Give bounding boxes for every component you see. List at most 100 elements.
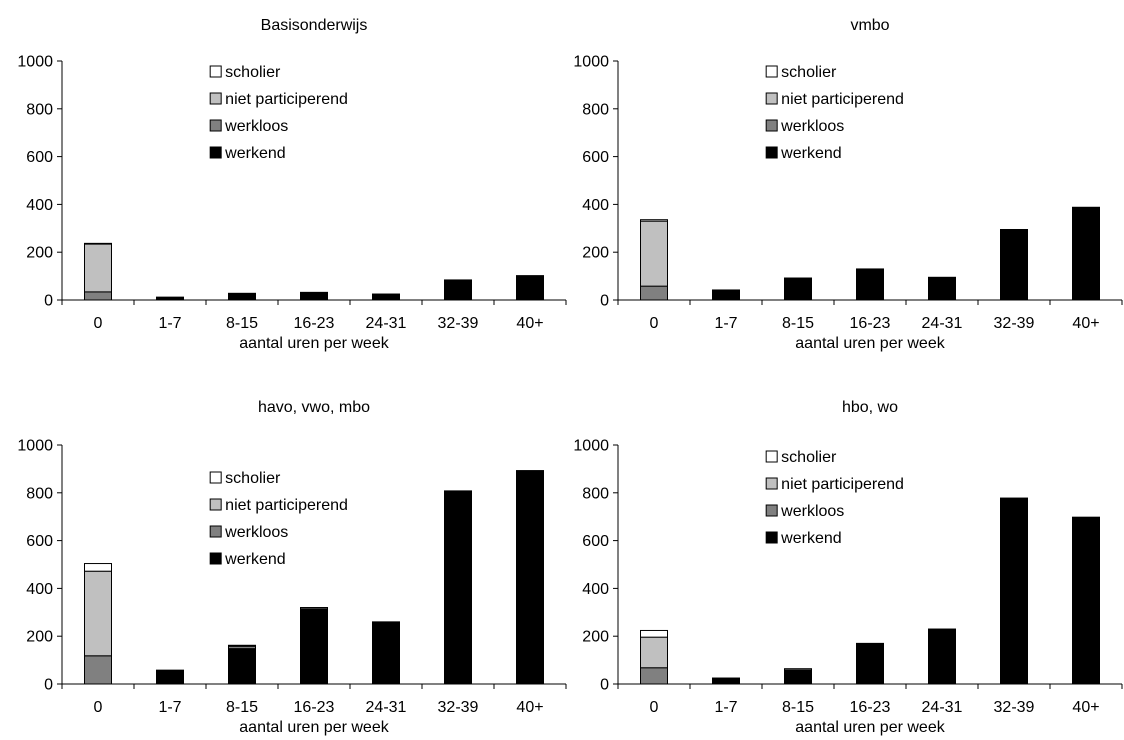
- y-tick-label: 0: [600, 677, 609, 694]
- x-tick-label: 8-15: [226, 315, 258, 332]
- x-axis-title: aantal uren per week: [239, 719, 389, 736]
- bar-werkend-1-7: [712, 677, 740, 685]
- chart-title: havo, vwo, mbo: [258, 399, 370, 416]
- bar-werkend-1-7: [712, 289, 740, 301]
- x-tick-label: 8-15: [782, 699, 814, 716]
- bar-scholier-0: [84, 242, 112, 245]
- legend-swatch-scholier: [765, 65, 778, 78]
- bar-niet-participerend-0: [84, 243, 112, 293]
- chart-title: vmbo: [850, 17, 889, 34]
- x-tick-label: 1-7: [158, 699, 181, 716]
- y-tick-label: 1000: [17, 438, 53, 455]
- bar-werkend-16-23: [856, 268, 884, 301]
- y-tick-label: 0: [44, 677, 53, 694]
- bar-werkend-8-15: [784, 277, 812, 301]
- chart-panel-1: Basisonderwijs 0 200 400 600 800 1000 0 1-7 8-15 1…: [17, 17, 567, 352]
- bar-werkend-1-7: [156, 670, 184, 685]
- x-tick-label: 16-23: [294, 699, 335, 716]
- bar-werkend-24-31: [928, 628, 956, 685]
- bar-werkloos-8-15: [784, 668, 812, 671]
- bar-werkend-24-31: [372, 621, 400, 685]
- x-tick-label: 1-7: [158, 315, 181, 332]
- legend-label-werkend: werkend: [780, 145, 841, 162]
- legend-label-werkloos: werkloos: [224, 118, 288, 135]
- legend-label-niet-participerend: niet participerend: [225, 497, 348, 514]
- x-tick-label: 0: [94, 315, 103, 332]
- x-tick-label: 8-15: [226, 699, 258, 716]
- bar-werkend-40+: [1072, 518, 1100, 685]
- x-tick-label: 32-39: [438, 699, 479, 716]
- legend-label-niet-participerend: niet participerend: [781, 91, 904, 108]
- y-tick-label: 400: [582, 581, 609, 598]
- chart-title: Basisonderwijs: [261, 17, 368, 34]
- chart-legend: scholier niet participerend werkloos werken…: [209, 470, 348, 568]
- y-tick-label: 800: [582, 101, 609, 118]
- y-tick-label: 600: [582, 149, 609, 166]
- bar-werkloos-0: [84, 291, 112, 301]
- x-tick-label: 24-31: [922, 315, 963, 332]
- legend-label-scholier: scholier: [225, 64, 281, 81]
- bar-werkend-16-23: [856, 642, 884, 685]
- x-tick-label: 0: [650, 315, 659, 332]
- legend-swatch-werkend: [765, 146, 778, 159]
- legend-swatch-werkloos: [209, 525, 222, 538]
- bar-werkloos-0: [84, 655, 112, 685]
- bar-werkend-40+: [516, 275, 544, 301]
- x-tick-label: 1-7: [714, 315, 737, 332]
- legend-swatch-werkend: [765, 531, 778, 544]
- y-tick-label: 600: [26, 149, 53, 166]
- legend-label-werkloos: werkloos: [780, 118, 844, 135]
- legend-swatch-scholier: [765, 450, 778, 463]
- bar-werkloos-0: [640, 285, 668, 301]
- x-tick-label: 16-23: [850, 699, 891, 716]
- x-axis-title: aantal uren per week: [795, 335, 945, 352]
- x-tick-label: 40+: [516, 699, 543, 716]
- legend-swatch-niet-participerend: [765, 92, 778, 105]
- y-tick-label: 600: [26, 533, 53, 550]
- bar-scholier-0: [640, 629, 668, 638]
- bar-werkloos-1-7: [156, 669, 184, 672]
- y-tick-label: 400: [26, 581, 53, 598]
- y-tick-label: 200: [26, 245, 53, 262]
- y-tick-label: 1000: [573, 438, 609, 455]
- y-tick-label: 400: [582, 197, 609, 214]
- x-tick-label: 24-31: [366, 315, 407, 332]
- legend-label-scholier: scholier: [225, 470, 281, 487]
- x-axis-title: aantal uren per week: [239, 335, 389, 352]
- x-tick-label: 40+: [1072, 699, 1099, 716]
- bar-werkend-24-31: [928, 276, 956, 301]
- bar-werkend-24-31: [372, 293, 400, 301]
- x-tick-label: 32-39: [994, 315, 1035, 332]
- legend-swatch-scholier: [209, 65, 222, 78]
- bar-werkend-32-39: [444, 279, 472, 301]
- y-tick-label: 200: [582, 245, 609, 262]
- legend-swatch-scholier: [209, 471, 222, 484]
- chart-panel-4: hbo, wo 0 200 400 600 800 1000 0 1-7 8-15 16-23 24-…: [573, 399, 1123, 736]
- legend-label-werkend: werkend: [780, 530, 841, 547]
- bar-werkend-32-39: [444, 490, 472, 685]
- y-tick-label: 800: [582, 485, 609, 502]
- bar-scholier-0: [640, 219, 668, 222]
- bar-werkend-16-23: [300, 291, 328, 301]
- y-tick-label: 200: [582, 629, 609, 646]
- bar-werkend-40+: [1072, 206, 1100, 301]
- bar-werkend-40+: [516, 470, 544, 685]
- legend-label-werkloos: werkloos: [780, 503, 844, 520]
- bar-werkend-16-23: [300, 608, 328, 685]
- legend-label-niet-participerend: niet participerend: [225, 91, 348, 108]
- y-tick-label: 1000: [17, 54, 53, 71]
- legend-label-scholier: scholier: [781, 64, 837, 81]
- legend-label-werkend: werkend: [224, 551, 285, 568]
- bar-niet-participerend-0: [640, 636, 668, 669]
- x-tick-label: 40+: [1072, 315, 1099, 332]
- bar-werkend-32-39: [1000, 228, 1028, 301]
- legend-swatch-werkend: [209, 146, 222, 159]
- bar-niet-participerend-0: [640, 220, 668, 287]
- x-tick-label: 40+: [516, 315, 543, 332]
- x-axis-title: aantal uren per week: [795, 719, 945, 736]
- bar-werkloos-0: [640, 667, 668, 685]
- x-tick-label: 8-15: [782, 315, 814, 332]
- chart-panel-2: vmbo 0 200 400 600 800 1000 0 1-7 8-15 16-23 24-31 3…: [573, 17, 1123, 352]
- legend-swatch-werkloos: [765, 119, 778, 132]
